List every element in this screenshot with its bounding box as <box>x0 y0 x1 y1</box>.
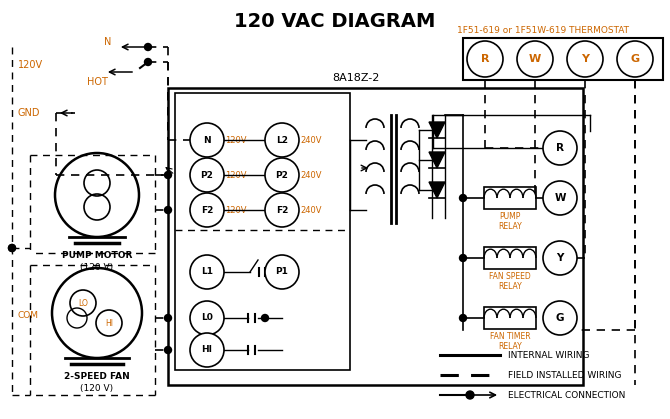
Circle shape <box>265 193 299 227</box>
Bar <box>463 38 663 80</box>
Circle shape <box>543 241 577 275</box>
Circle shape <box>165 207 172 214</box>
Circle shape <box>190 193 224 227</box>
Circle shape <box>165 171 172 178</box>
Text: FIELD INSTALLED WIRING: FIELD INSTALLED WIRING <box>508 370 622 380</box>
Circle shape <box>145 59 151 65</box>
Circle shape <box>261 315 269 321</box>
Text: HI: HI <box>105 318 113 328</box>
Text: 240V: 240V <box>300 205 322 215</box>
Circle shape <box>190 333 224 367</box>
Circle shape <box>190 255 224 289</box>
Circle shape <box>617 41 653 77</box>
Bar <box>168 88 583 385</box>
Text: (120 V): (120 V) <box>80 384 113 393</box>
Text: W: W <box>554 193 565 203</box>
Text: R: R <box>481 54 489 64</box>
Bar <box>484 187 536 209</box>
Text: ELECTRICAL CONNECTION: ELECTRICAL CONNECTION <box>508 391 625 399</box>
Text: 240V: 240V <box>300 171 322 179</box>
Text: FAN TIMER
RELAY: FAN TIMER RELAY <box>490 332 531 352</box>
Circle shape <box>265 123 299 157</box>
Bar <box>484 307 536 329</box>
Circle shape <box>9 245 15 251</box>
Text: 120V: 120V <box>225 171 247 179</box>
Text: HI: HI <box>202 346 212 354</box>
Text: Y: Y <box>581 54 589 64</box>
Circle shape <box>190 123 224 157</box>
Text: F2: F2 <box>276 205 288 215</box>
Text: (120 V): (120 V) <box>80 263 113 272</box>
Text: L2: L2 <box>276 135 288 145</box>
Circle shape <box>190 301 224 335</box>
Circle shape <box>543 181 577 215</box>
Text: W: W <box>529 54 541 64</box>
Text: LO: LO <box>78 298 88 308</box>
Circle shape <box>165 315 172 321</box>
Circle shape <box>190 158 224 192</box>
Circle shape <box>466 391 474 399</box>
Text: N: N <box>203 135 211 145</box>
Text: FAN SPEED
RELAY: FAN SPEED RELAY <box>489 272 531 291</box>
Circle shape <box>9 245 15 251</box>
Text: COM: COM <box>17 311 38 321</box>
Circle shape <box>265 158 299 192</box>
Text: P2: P2 <box>200 171 214 179</box>
Circle shape <box>467 41 503 77</box>
Text: 1F51-619 or 1F51W-619 THERMOSTAT: 1F51-619 or 1F51W-619 THERMOSTAT <box>457 26 629 34</box>
Text: L1: L1 <box>201 267 213 277</box>
Circle shape <box>543 301 577 335</box>
Text: 8A18Z-2: 8A18Z-2 <box>332 73 379 83</box>
Text: 240V: 240V <box>300 135 322 145</box>
Text: F2: F2 <box>201 205 213 215</box>
Text: P2: P2 <box>275 171 289 179</box>
Text: N: N <box>105 37 112 47</box>
Text: 120V: 120V <box>225 135 247 145</box>
Bar <box>484 247 536 269</box>
Circle shape <box>145 44 151 51</box>
Bar <box>175 93 350 370</box>
Text: 120 VAC DIAGRAM: 120 VAC DIAGRAM <box>234 12 436 31</box>
Text: GND: GND <box>18 108 40 118</box>
Text: INTERNAL WIRING: INTERNAL WIRING <box>508 351 590 360</box>
Polygon shape <box>429 152 445 168</box>
Circle shape <box>543 131 577 165</box>
Text: 120V: 120V <box>225 205 247 215</box>
Text: HOT: HOT <box>86 77 107 87</box>
Circle shape <box>165 347 172 354</box>
Polygon shape <box>429 122 445 138</box>
Polygon shape <box>429 182 445 198</box>
Text: R: R <box>556 143 564 153</box>
Circle shape <box>265 255 299 289</box>
Text: P1: P1 <box>275 267 289 277</box>
Text: L0: L0 <box>201 313 213 323</box>
Text: G: G <box>555 313 564 323</box>
Text: Y: Y <box>556 253 563 263</box>
Text: 2-SPEED FAN: 2-SPEED FAN <box>64 372 130 381</box>
Text: G: G <box>630 54 640 64</box>
Circle shape <box>460 254 466 261</box>
Circle shape <box>460 194 466 202</box>
Circle shape <box>460 315 466 321</box>
Circle shape <box>567 41 603 77</box>
Text: PUMP MOTOR: PUMP MOTOR <box>62 251 132 260</box>
Text: 120V: 120V <box>18 60 43 70</box>
Text: PUMP
RELAY: PUMP RELAY <box>498 212 522 231</box>
Circle shape <box>517 41 553 77</box>
